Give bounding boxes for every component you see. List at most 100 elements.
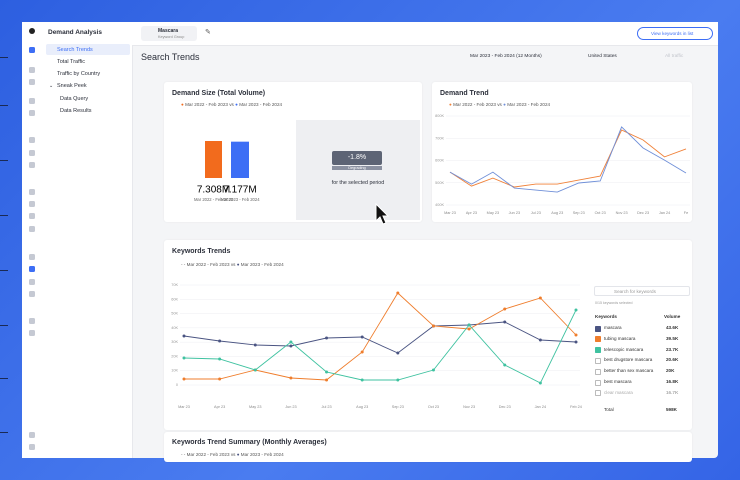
y-tick-label: 60K: [171, 297, 178, 301]
legend-label: Mar 2023 - Feb 2024: [239, 102, 283, 107]
date-filter[interactable]: Mar 2023 - Feb 2024 (12 Months): [470, 54, 542, 59]
rail-icon[interactable]: [29, 47, 35, 53]
point: [182, 377, 186, 381]
nav-item[interactable]: Search Trends: [57, 47, 93, 53]
rail-icon[interactable]: [29, 330, 35, 336]
point: [325, 370, 329, 374]
search-box[interactable]: [594, 286, 690, 296]
x-tick-label: Jan 24: [659, 211, 670, 215]
rail-icon[interactable]: [29, 150, 35, 156]
x-tick-label: Dec 23: [637, 211, 649, 215]
point: [360, 350, 364, 354]
y-tick-label: 50K: [171, 312, 178, 316]
x-tick-label: Oct 23: [595, 211, 606, 215]
x-tick-label: Jun 23: [509, 211, 520, 215]
rail-icon[interactable]: [29, 432, 35, 438]
nav-item[interactable]: Data Query: [60, 96, 89, 102]
x-tick-label: Nov 23: [463, 405, 475, 409]
checkbox[interactable]: [595, 368, 601, 375]
point: [431, 324, 435, 328]
rail-icon[interactable]: [29, 189, 35, 195]
x-tick-label: Dec 23: [499, 405, 511, 409]
nav-item[interactable]: Data Results: [60, 108, 92, 114]
legend-label: vs: [230, 452, 236, 457]
nav-item[interactable]: Total Traffic: [57, 59, 86, 65]
point: [467, 323, 471, 327]
point: [396, 291, 400, 295]
nav-item[interactable]: Traffic by Country: [57, 71, 101, 77]
x-tick-label: Sep 23: [573, 211, 585, 215]
rail-icon[interactable]: [29, 110, 35, 116]
view-list-button[interactable]: [637, 27, 713, 40]
x-tick-label: Sep 23: [392, 405, 404, 409]
rail-icon[interactable]: [29, 201, 35, 207]
button-label: View keywords in list: [651, 30, 694, 36]
rail-icon[interactable]: [29, 266, 35, 272]
series-line: [449, 129, 687, 188]
point: [574, 333, 578, 337]
checkbox[interactable]: [595, 325, 601, 332]
checkbox[interactable]: [595, 357, 601, 364]
y-tick-label: 800K: [435, 114, 444, 118]
point: [431, 368, 435, 372]
point: [289, 376, 293, 380]
volume: 16.7K: [666, 389, 679, 395]
legend-label: Mar 2022 - Feb 2023: [453, 102, 496, 107]
bar-period: Mar 2023 - Feb 2024: [220, 197, 260, 202]
rail-icon[interactable]: [29, 279, 35, 285]
rail-icon[interactable]: [29, 254, 35, 260]
rail-icon[interactable]: [29, 137, 35, 143]
legend-label: Mar 2022 - Feb 2023: [186, 262, 230, 267]
rail-icon[interactable]: [29, 213, 35, 219]
x-tick-label: Jun 23: [285, 405, 296, 409]
point: [218, 377, 222, 381]
edit-icon[interactable]: ✎: [205, 29, 211, 36]
keyword: tubing mascara: [604, 335, 636, 341]
y-tick-label: 20K: [171, 354, 178, 358]
keyword: best mascara: [604, 379, 632, 384]
checkbox[interactable]: [595, 379, 601, 386]
rail-icon[interactable]: [29, 291, 35, 297]
tab-subtitle: Keyword Group: [158, 35, 185, 39]
point: [289, 340, 293, 344]
checkbox[interactable]: [595, 347, 601, 354]
country-filter[interactable]: United States: [588, 54, 617, 59]
series-line: [449, 126, 687, 193]
rail-icon[interactable]: [29, 79, 35, 85]
point: [538, 296, 542, 300]
x-tick-label: Mar 23: [178, 405, 190, 409]
bar: [205, 141, 222, 178]
x-tick-label: Aug 23: [551, 211, 563, 215]
y-tick-label: 30K: [171, 340, 178, 344]
point: [360, 335, 364, 339]
tab[interactable]: [141, 26, 197, 41]
volume: 20K: [666, 368, 675, 374]
rail-icon[interactable]: [29, 226, 35, 232]
rail-icon[interactable]: [29, 67, 35, 73]
volume: 43.6K: [666, 325, 679, 330]
x-tick-label: May 23: [487, 211, 499, 215]
series-line: [183, 321, 577, 354]
rail-icon[interactable]: [29, 98, 35, 104]
legend-label: vs: [229, 102, 234, 107]
table-header: Keywords: [595, 314, 617, 319]
rail-icon[interactable]: [29, 318, 35, 324]
y-tick-label: 0: [176, 383, 178, 387]
decor: [0, 105, 8, 106]
rail-icon[interactable]: [29, 444, 35, 450]
traffic-filter[interactable]: All traffic: [665, 54, 684, 59]
checkbox[interactable]: [595, 336, 601, 343]
legend-label: Mar 2022 - Feb 2023: [186, 452, 230, 457]
x-tick-label: Feb 24: [570, 405, 582, 409]
card: [432, 82, 692, 222]
checkbox[interactable]: [595, 390, 601, 397]
point: [289, 344, 293, 348]
card: [164, 240, 692, 430]
legend: ● Mar 2022 - Feb 2023 vs ● Mar 2023 - Fe…: [449, 102, 551, 107]
point: [396, 351, 400, 355]
rail-icon[interactable]: [29, 162, 35, 168]
sidebar: [40, 22, 133, 458]
nav-item[interactable]: Sneak Peek: [57, 83, 87, 89]
y-tick-label: 600K: [435, 159, 444, 163]
